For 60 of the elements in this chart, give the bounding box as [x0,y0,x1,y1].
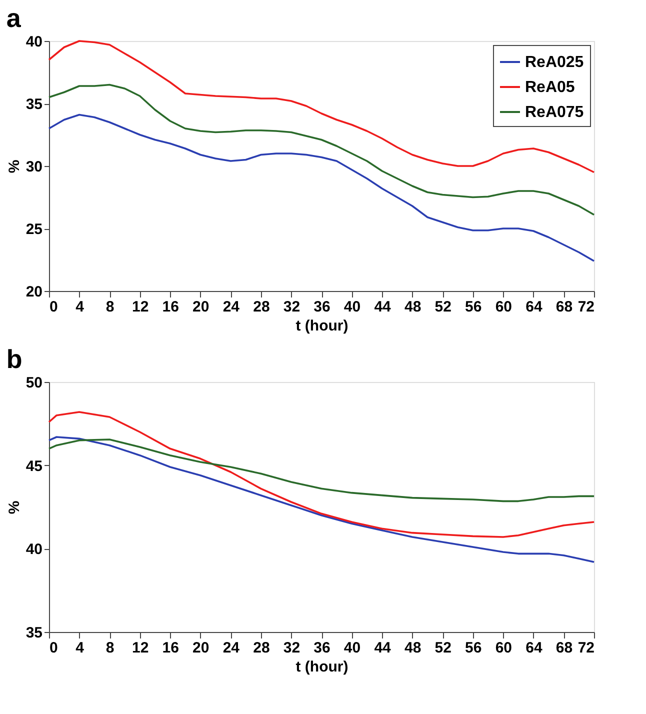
x-axis-title: t (hour) [296,658,348,676]
legend-label: ReA025 [525,54,584,71]
x-tick-label: 8 [106,298,114,316]
y-tick-label: 30 [26,158,42,176]
x-tick-label: 52 [434,640,452,656]
x-tick-label: 20 [192,640,210,656]
x-tick-label: 28 [253,298,270,316]
x-tick-label: 20 [192,298,210,316]
chart-title: a [6,3,22,33]
x-tick-label: 52 [434,298,452,316]
x-tick-label: 40 [344,298,361,316]
x-tick-label: 64 [526,298,543,316]
line-series [48,40,595,174]
x-tick-label: 28 [253,640,270,656]
y-tick-label: 35 [26,96,42,113]
x-tick-label: 16 [162,298,179,316]
y-tick-label: 25 [26,221,42,238]
x-tick-label: 60 [495,298,512,316]
y-tick-label: 40 [26,34,42,50]
x-tick-label: 0 [50,640,58,656]
x-tick-label: 24 [222,298,240,316]
x-tick-label: 64 [526,640,543,656]
x-axis-title: t (hour) [296,318,348,334]
x-tick-label: 44 [374,640,392,656]
y-axis-title: % [6,160,23,174]
x-tick-label: 72 [578,298,594,316]
x-tick-label: 12 [132,640,149,656]
y-tick-label: 40 [26,541,42,558]
x-tick-label: 56 [465,640,482,656]
x-tick-label: 68 [556,640,573,656]
y-tick-label: 50 [26,374,42,392]
x-tick-label: 44 [374,298,392,316]
x-tick-label: 48 [404,298,422,316]
x-tick-label: 32 [283,298,300,316]
x-tick-label: 72 [578,640,594,656]
legend-label: ReA075 [525,104,584,121]
x-tick-label: 36 [314,298,330,316]
x-tick-label: 40 [344,640,361,656]
x-tick-label: 68 [556,298,573,316]
x-tick-label: 4 [76,298,85,316]
x-tick-label: 4 [76,640,85,656]
x-tick-label: 16 [162,640,179,656]
y-tick-label: 35 [26,624,42,642]
y-tick-label: 45 [26,458,42,475]
x-tick-label: 56 [465,298,482,316]
y-tick-label: 20 [26,284,42,300]
x-tick-label: 8 [106,640,114,656]
x-tick-label: 32 [283,640,300,656]
x-tick-label: 0 [50,298,58,316]
line-series [48,436,595,563]
line-series [48,411,595,538]
x-tick-label: 60 [495,640,512,656]
line-series [48,438,595,502]
x-tick-label: 12 [132,298,149,316]
x-tick-label: 36 [314,640,330,656]
x-tick-label: 48 [404,640,422,656]
legend-label: ReA05 [525,79,575,96]
x-tick-label: 24 [222,640,240,656]
y-axis-title: % [6,500,23,514]
chart-title: b [6,344,22,374]
